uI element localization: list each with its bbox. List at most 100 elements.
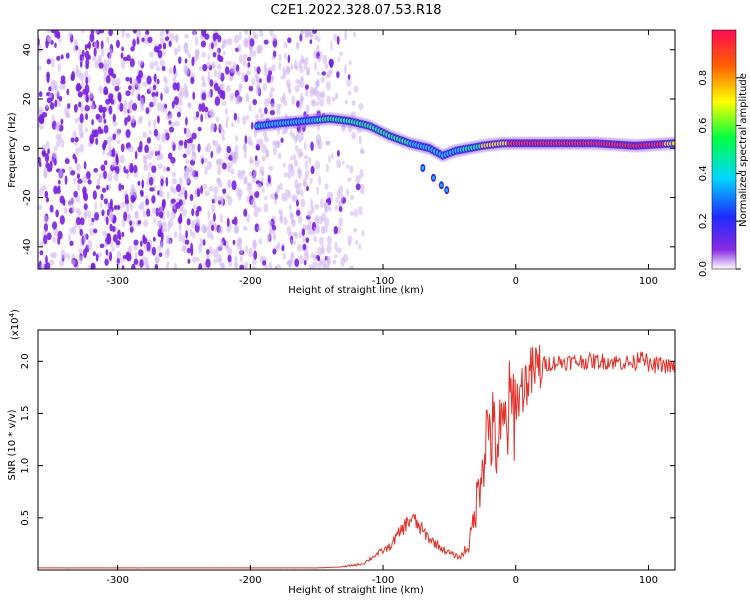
noise-blob — [267, 220, 273, 226]
noise-blob — [58, 169, 64, 180]
spectrogram-y-tick-label: -20 — [22, 189, 33, 205]
noise-blob — [313, 226, 317, 235]
noise-blob — [105, 216, 109, 226]
noise-blob — [253, 204, 258, 211]
noise-blob — [246, 56, 252, 62]
noise-blob — [204, 157, 208, 164]
noise-blob — [151, 165, 157, 173]
noise-blob — [179, 87, 185, 98]
noise-blob — [289, 155, 293, 161]
noise-blob — [53, 146, 58, 151]
noise-blob — [260, 177, 264, 183]
noise-blob — [336, 35, 340, 45]
noise-blob — [55, 209, 59, 218]
noise-blob — [138, 249, 144, 257]
noise-blob — [67, 253, 71, 260]
noise-blob — [159, 37, 164, 44]
noise-blob — [297, 243, 302, 252]
noise-blob — [50, 57, 55, 68]
noise-blob — [272, 33, 277, 42]
noise-blob — [149, 51, 154, 58]
noise-blob — [231, 219, 235, 225]
noise-blob — [152, 236, 156, 242]
noise-blob — [312, 261, 318, 269]
noise-blob — [171, 100, 175, 109]
noise-blob — [146, 208, 151, 217]
noise-blob — [45, 262, 51, 269]
noise-blob — [258, 238, 263, 245]
noise-blob — [255, 145, 261, 151]
noise-blob — [151, 246, 157, 256]
noise-blob — [56, 31, 61, 40]
noise-blob — [103, 118, 107, 124]
noise-blob — [253, 210, 259, 218]
noise-blob — [71, 259, 76, 266]
noise-blob — [111, 225, 116, 233]
noise-blob — [355, 239, 359, 245]
noise-blob — [148, 162, 153, 169]
noise-blob — [57, 179, 61, 185]
noise-blob — [172, 187, 177, 194]
spectrogram-x-tick-label: -300 — [106, 276, 129, 287]
noise-blob — [312, 254, 317, 261]
noise-blob — [240, 246, 243, 255]
noise-blob — [75, 45, 79, 51]
noise-blob — [86, 95, 89, 103]
noise-blob — [249, 155, 253, 165]
noise-blob — [315, 214, 319, 221]
noise-blob — [238, 54, 243, 64]
noise-blob — [191, 151, 197, 162]
noise-blob — [226, 217, 230, 227]
noise-blob — [106, 209, 110, 217]
noise-blob — [214, 96, 221, 107]
noise-blob — [164, 88, 170, 95]
noise-blob — [327, 197, 332, 206]
noise-blob — [148, 86, 154, 93]
noise-blob — [317, 256, 321, 262]
noise-blob — [110, 242, 114, 248]
noise-blob — [156, 115, 160, 124]
noise-blob — [334, 241, 338, 251]
noise-blob — [153, 217, 157, 224]
noise-blob — [333, 33, 338, 42]
snr-scale-label: (x104) — [8, 309, 21, 340]
noise-blob — [54, 42, 57, 49]
noise-blob — [132, 220, 136, 226]
noise-blob — [174, 230, 178, 239]
noise-blob — [173, 262, 178, 269]
noise-blob — [305, 104, 310, 114]
noise-blob — [294, 85, 300, 93]
noise-blob — [216, 47, 219, 55]
noise-blob — [49, 160, 53, 171]
noise-blob — [318, 175, 322, 186]
noise-blob — [189, 194, 194, 202]
noise-blob — [280, 96, 286, 104]
noise-blob — [202, 63, 208, 72]
noise-blob — [282, 163, 287, 168]
noise-blob — [144, 155, 148, 160]
noise-blob — [108, 150, 113, 156]
noise-blob — [309, 33, 313, 39]
noise-blob — [226, 194, 230, 200]
noise-blob — [116, 139, 121, 145]
noise-blob — [183, 82, 188, 92]
noise-blob — [58, 133, 63, 143]
noise-blob — [43, 171, 48, 179]
noise-blob — [248, 104, 252, 112]
snr-x-tick-label: -300 — [106, 575, 129, 586]
noise-blob — [143, 159, 148, 169]
noise-blob — [49, 93, 52, 99]
noise-blob — [113, 97, 117, 106]
noise-blob — [159, 241, 164, 249]
noise-blob — [168, 113, 174, 120]
noise-blob — [254, 155, 258, 161]
noise-blob — [68, 197, 74, 207]
noise-blob — [219, 214, 223, 224]
snr-scale-close: ) — [10, 309, 21, 313]
noise-blob — [191, 208, 195, 217]
snr-y-tick-label: 1.5 — [20, 406, 31, 422]
noise-blob — [274, 195, 278, 205]
noise-blob — [227, 247, 233, 255]
noise-blob — [113, 162, 117, 168]
noise-blob — [177, 101, 184, 106]
